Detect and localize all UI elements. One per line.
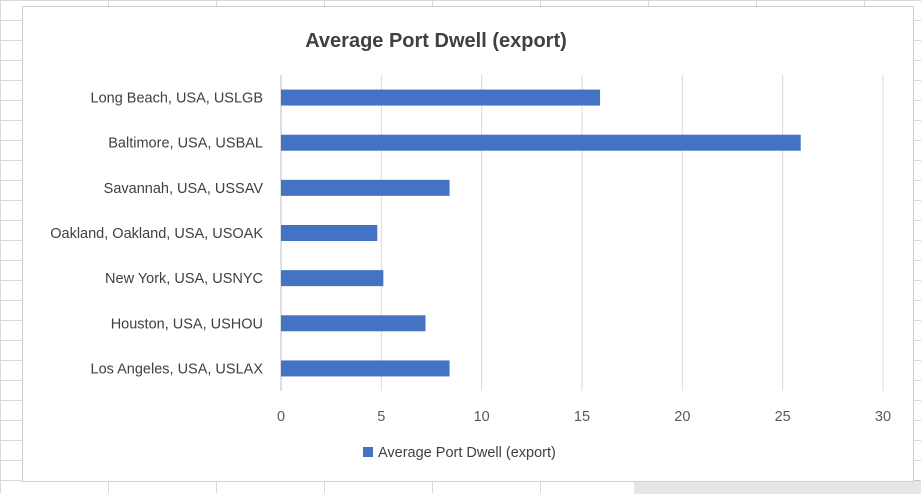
- bar-chart: Average Port Dwell (export) Long Beach, …: [50, 30, 891, 461]
- bar[interactable]: [281, 89, 601, 106]
- x-tick-label: 5: [377, 409, 385, 425]
- x-tick-label: 0: [277, 409, 285, 425]
- x-tick-label: 15: [574, 409, 590, 425]
- x-tick-label: 10: [474, 409, 490, 425]
- bar[interactable]: [281, 315, 426, 332]
- x-tick-label: 20: [674, 409, 690, 425]
- legend: Average Port Dwell (export): [363, 445, 556, 461]
- legend-label: Average Port Dwell (export): [378, 445, 556, 461]
- bar[interactable]: [281, 179, 450, 196]
- category-label: Baltimore, USA, USBAL: [108, 136, 263, 152]
- category-labels: Long Beach, USA, USLGB Baltimore, USA, US…: [50, 91, 263, 378]
- x-tick-label: 25: [775, 409, 791, 425]
- category-label: Savannah, USA, USSAV: [104, 181, 264, 197]
- bar[interactable]: [281, 360, 450, 377]
- bar[interactable]: [281, 134, 801, 151]
- category-label: Oakland, Oakland, USA, USOAK: [50, 226, 263, 242]
- chart-title: Average Port Dwell (export): [305, 30, 567, 52]
- bar[interactable]: [281, 225, 378, 241]
- bar[interactable]: [281, 270, 384, 287]
- bars: [281, 89, 801, 377]
- category-label: Los Angeles, USA, USLAX: [91, 361, 264, 377]
- x-tick-label: 30: [875, 409, 891, 425]
- tick-labels: 0 5 10 15 20 25 30: [277, 409, 891, 425]
- category-label: Houston, USA, USHOU: [111, 316, 263, 332]
- legend-swatch: [363, 447, 373, 457]
- category-label: Long Beach, USA, USLGB: [91, 91, 264, 107]
- chart-area[interactable]: Average Port Dwell (export) Long Beach, …: [22, 6, 914, 482]
- category-label: New York, USA, USNYC: [105, 271, 263, 287]
